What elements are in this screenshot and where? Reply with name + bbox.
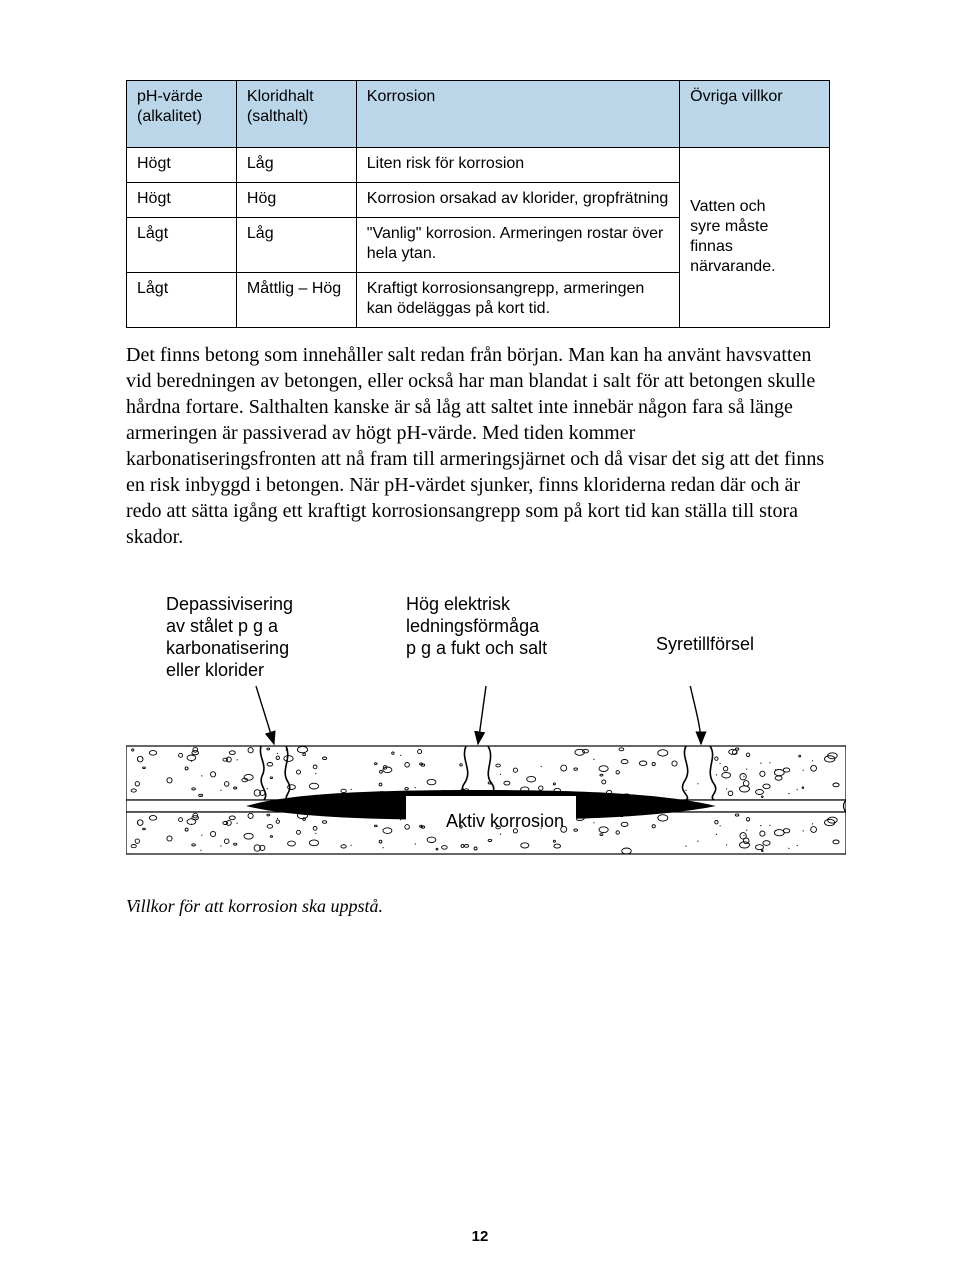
table-row: Högt Låg Liten risk för korrosion Vatten… <box>127 148 830 183</box>
cell-corrosion: Liten risk för korrosion <box>356 148 679 183</box>
corrosion-diagram: Depassiviseringav stålet p g akarbonatis… <box>126 594 830 917</box>
diagram-label-conductivity: Hög elektriskledningsförmågap g a fukt o… <box>406 594 616 682</box>
cell-other-merged: Vatten ochsyre måstefinnasnärvarande. <box>680 148 830 328</box>
cell-ph: Lågt <box>127 218 237 273</box>
cell-chloride: Låg <box>236 148 356 183</box>
cell-ph: Lågt <box>127 273 237 328</box>
concrete-cross-section-illustration <box>126 686 846 886</box>
diagram-label-depassivation: Depassiviseringav stålet p g akarbonatis… <box>166 594 366 682</box>
corrosion-table: pH-värde(alkalitet) Kloridhalt(salthalt)… <box>126 80 830 328</box>
header-chloride: Kloridhalt(salthalt) <box>236 81 356 148</box>
body-paragraph: Det finns betong som innehåller salt red… <box>126 342 830 550</box>
diagram-label-oxygen: Syretillförsel <box>656 594 806 682</box>
cell-chloride: Hög <box>236 183 356 218</box>
diagram-caption: Villkor för att korrosion ska uppstå. <box>126 896 830 917</box>
cell-corrosion: Korrosion orsakad av klorider, gropfrätn… <box>356 183 679 218</box>
cell-ph: Högt <box>127 183 237 218</box>
header-other: Övriga villkor <box>680 81 830 148</box>
cell-chloride: Låg <box>236 218 356 273</box>
diagram-label-active-corrosion: Aktiv korrosion <box>446 811 564 832</box>
header-ph: pH-värde(alkalitet) <box>127 81 237 148</box>
cell-chloride: Måttlig – Hög <box>236 273 356 328</box>
cell-ph: Högt <box>127 148 237 183</box>
page-number: 12 <box>472 1228 489 1245</box>
cell-corrosion: "Vanlig" korrosion. Armeringen rostar öv… <box>356 218 679 273</box>
header-corrosion: Korrosion <box>356 81 679 148</box>
cell-corrosion: Kraftigt korrosionsangrepp, armeringen k… <box>356 273 679 328</box>
